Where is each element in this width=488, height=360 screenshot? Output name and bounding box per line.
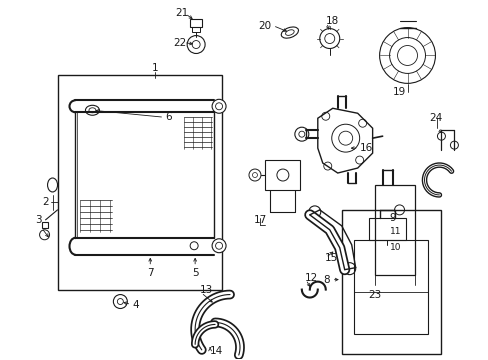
Text: 22: 22 bbox=[173, 37, 186, 48]
Text: 18: 18 bbox=[325, 15, 338, 26]
Circle shape bbox=[212, 99, 225, 113]
Ellipse shape bbox=[89, 108, 96, 113]
Bar bbox=[264, 160, 299, 190]
Polygon shape bbox=[317, 108, 372, 173]
Ellipse shape bbox=[281, 27, 298, 38]
Ellipse shape bbox=[285, 30, 294, 35]
Text: 13: 13 bbox=[200, 284, 213, 294]
Text: 16: 16 bbox=[359, 143, 372, 153]
Text: 6: 6 bbox=[165, 112, 171, 122]
Text: 19: 19 bbox=[392, 87, 405, 97]
Ellipse shape bbox=[47, 178, 58, 192]
Text: 4: 4 bbox=[132, 300, 139, 310]
Text: 7: 7 bbox=[147, 268, 153, 278]
Ellipse shape bbox=[85, 105, 99, 115]
Text: 23: 23 bbox=[367, 289, 381, 300]
Text: 21: 21 bbox=[175, 8, 188, 18]
Text: 20: 20 bbox=[258, 21, 270, 31]
Text: 8: 8 bbox=[323, 275, 329, 285]
Bar bbox=[368, 218, 405, 240]
Text: 10: 10 bbox=[389, 243, 400, 252]
Bar bbox=[192, 27, 200, 32]
Text: 11: 11 bbox=[389, 227, 400, 236]
Text: 24: 24 bbox=[428, 113, 442, 123]
Text: 5: 5 bbox=[191, 268, 198, 278]
Text: 17: 17 bbox=[253, 215, 266, 225]
Bar bbox=[353, 240, 427, 334]
Text: 3: 3 bbox=[36, 215, 42, 225]
Bar bbox=[374, 185, 414, 275]
Text: 14: 14 bbox=[210, 346, 223, 356]
Text: 2: 2 bbox=[42, 197, 49, 207]
Bar bbox=[341, 210, 441, 354]
Bar bbox=[58, 75, 222, 289]
Text: 15: 15 bbox=[324, 253, 337, 263]
Polygon shape bbox=[41, 222, 47, 228]
Text: 1: 1 bbox=[152, 63, 158, 73]
Bar bbox=[190, 19, 202, 27]
Circle shape bbox=[212, 239, 225, 253]
Text: 12: 12 bbox=[304, 273, 317, 283]
Text: 9: 9 bbox=[389, 213, 395, 223]
